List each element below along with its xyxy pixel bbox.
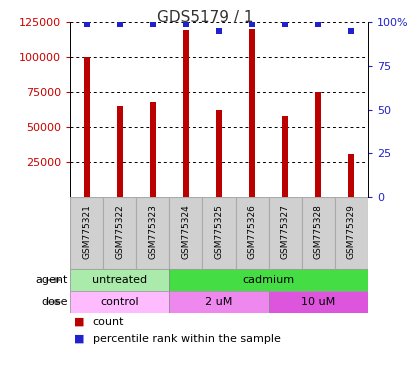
- Text: agent: agent: [36, 275, 68, 285]
- Text: control: control: [100, 297, 139, 307]
- Bar: [169, 291, 268, 313]
- Bar: [235, 197, 268, 269]
- Text: GSM775329: GSM775329: [346, 204, 355, 259]
- Bar: [169, 197, 202, 269]
- Bar: [268, 197, 301, 269]
- Text: GSM775328: GSM775328: [313, 204, 322, 259]
- Point: [281, 21, 288, 27]
- Bar: [149, 102, 155, 197]
- Bar: [117, 106, 122, 197]
- Bar: [70, 269, 169, 291]
- Text: GSM775321: GSM775321: [82, 204, 91, 259]
- Bar: [103, 197, 136, 269]
- Text: GSM775323: GSM775323: [148, 204, 157, 259]
- Text: GDS5179 / 1: GDS5179 / 1: [156, 10, 253, 25]
- Text: ■: ■: [74, 334, 84, 344]
- Bar: [249, 29, 254, 197]
- Point: [149, 21, 156, 27]
- Point: [347, 28, 354, 34]
- Point: [248, 21, 255, 27]
- Bar: [136, 197, 169, 269]
- Bar: [169, 269, 367, 291]
- Bar: [182, 30, 189, 197]
- Text: dose: dose: [41, 297, 68, 307]
- Bar: [70, 197, 103, 269]
- Text: untreated: untreated: [92, 275, 147, 285]
- Text: cadmium: cadmium: [242, 275, 294, 285]
- Text: GSM775324: GSM775324: [181, 204, 190, 259]
- Bar: [281, 116, 288, 197]
- Bar: [202, 197, 235, 269]
- Text: GSM775325: GSM775325: [214, 204, 223, 259]
- Text: count: count: [92, 317, 124, 327]
- Point: [314, 21, 321, 27]
- Bar: [301, 197, 334, 269]
- Text: percentile rank within the sample: percentile rank within the sample: [92, 334, 280, 344]
- Point: [116, 21, 123, 27]
- Text: ■: ■: [74, 317, 84, 327]
- Bar: [83, 57, 89, 197]
- Point: [215, 28, 222, 34]
- Bar: [268, 291, 367, 313]
- Bar: [216, 110, 221, 197]
- Bar: [348, 154, 353, 197]
- Bar: [70, 291, 169, 313]
- Text: 10 uM: 10 uM: [301, 297, 335, 307]
- Text: GSM775327: GSM775327: [280, 204, 289, 259]
- Point: [83, 21, 90, 27]
- Text: GSM775322: GSM775322: [115, 204, 124, 259]
- Point: [182, 21, 189, 27]
- Text: 2 uM: 2 uM: [205, 297, 232, 307]
- Text: GSM775326: GSM775326: [247, 204, 256, 259]
- Bar: [334, 197, 367, 269]
- Bar: [315, 92, 321, 197]
